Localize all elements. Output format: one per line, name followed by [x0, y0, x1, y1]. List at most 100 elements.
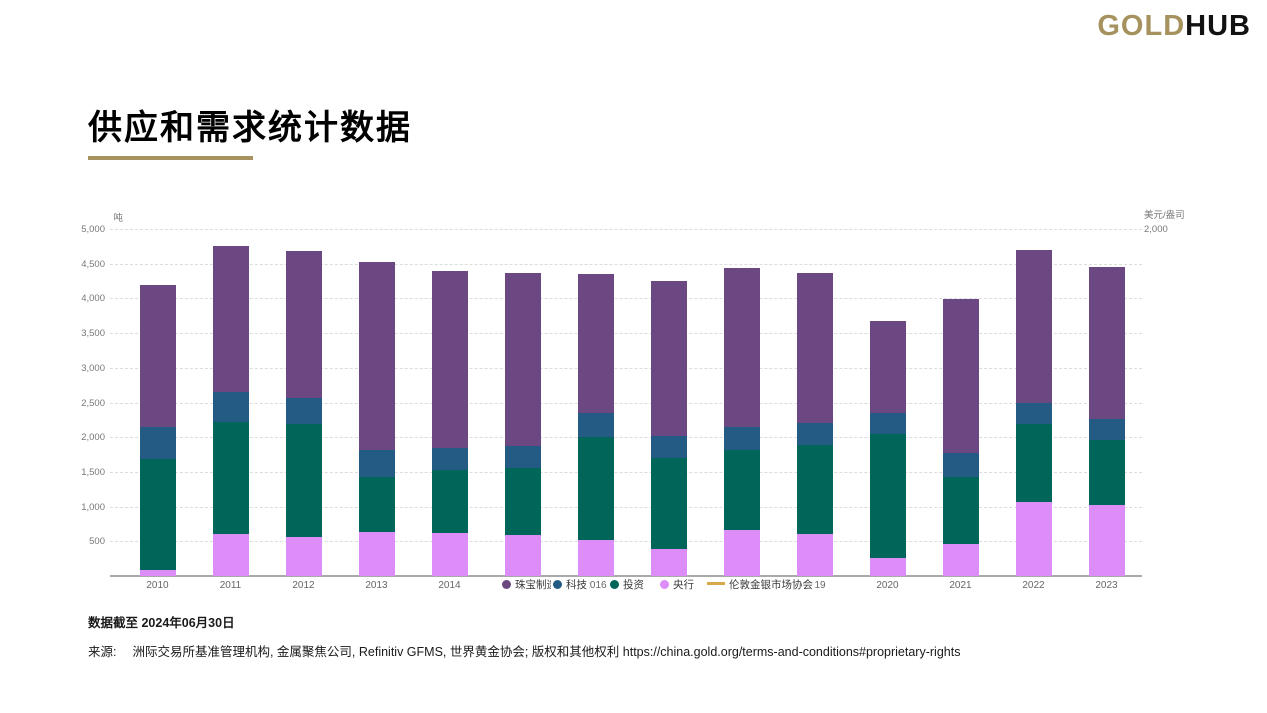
bar-segment-珠宝制造[interactable]	[796, 273, 833, 423]
bar-segment-央行[interactable]	[650, 548, 687, 576]
page-title: 供应和需求统计数据	[88, 109, 412, 147]
x-axis-label: 2016	[584, 580, 607, 591]
data-as-of-note: 数据截至 2024年06月30日	[88, 616, 235, 630]
legend-dot-icon	[610, 580, 619, 589]
bar-segment-投资[interactable]	[358, 477, 395, 533]
bar-segment-科技[interactable]	[1015, 402, 1052, 424]
x-axis-label: 2020	[876, 580, 899, 591]
bar-segment-科技[interactable]	[869, 412, 906, 435]
left-axis-tick-label: 1,500	[81, 466, 105, 478]
bar-segment-珠宝制造[interactable]	[1088, 267, 1125, 420]
gridline	[110, 402, 1142, 404]
gridline	[110, 229, 1142, 230]
legend-item-央行[interactable]: 央行	[658, 577, 696, 591]
logo-gold-text: GOLD	[1097, 10, 1186, 42]
bar-segment-珠宝制造[interactable]	[650, 281, 687, 437]
left-axis-tick-label: 500	[89, 536, 105, 548]
bar-segment-珠宝制造[interactable]	[139, 284, 176, 428]
bar-segment-珠宝制造[interactable]	[869, 320, 906, 413]
bar-segment-投资[interactable]	[431, 469, 468, 533]
gridline	[110, 367, 1142, 369]
bar-segment-珠宝制造[interactable]	[942, 299, 979, 454]
bar-segment-珠宝制造[interactable]	[723, 267, 760, 427]
x-axis-label: 2022	[1022, 580, 1045, 591]
bar-segment-央行[interactable]	[212, 534, 249, 576]
bar-segment-珠宝制造[interactable]	[431, 270, 468, 448]
bar-segment-投资[interactable]	[577, 437, 614, 540]
bar-segment-珠宝制造[interactable]	[212, 246, 249, 393]
bar-segment-投资[interactable]	[942, 477, 979, 545]
bar-segment-投资[interactable]	[1015, 424, 1052, 503]
bar-segment-科技[interactable]	[723, 426, 760, 450]
legend-label: 央行	[673, 579, 694, 591]
bar-segment-央行[interactable]	[869, 557, 906, 576]
left-axis-tick-label: 4,000	[81, 293, 105, 305]
legend-item-伦敦金银市场协会[interactable]: 伦敦金银市场协会	[705, 577, 815, 591]
bar-segment-投资[interactable]	[796, 444, 833, 534]
bar-segment-科技[interactable]	[650, 436, 687, 459]
legend-label: 珠宝制造	[515, 579, 557, 591]
bar-segment-科技[interactable]	[1088, 419, 1125, 440]
legend-label: 投资	[623, 579, 644, 591]
bar-segment-科技[interactable]	[796, 422, 833, 445]
bar-segment-科技[interactable]	[942, 453, 979, 478]
source-text: 洲际交易所基准管理机构, 金属聚焦公司, Refinitiv GFMS, 世界黄…	[132, 645, 961, 659]
x-axis-label: 2011	[219, 580, 242, 591]
bar-segment-科技[interactable]	[212, 392, 249, 422]
legend-item-珠宝制造[interactable]: 珠宝制造	[500, 577, 559, 591]
gridline	[110, 437, 1142, 439]
bar-segment-央行[interactable]	[431, 532, 468, 576]
legend-item-科技[interactable]: 科技	[551, 577, 589, 591]
bar-segment-央行[interactable]	[723, 529, 760, 576]
bar-segment-投资[interactable]	[869, 434, 906, 558]
bar-segment-央行[interactable]	[358, 532, 395, 576]
bar-segment-科技[interactable]	[577, 413, 614, 438]
bar-segment-投资[interactable]	[1088, 439, 1125, 505]
legend-item-投资[interactable]: 投资	[608, 577, 646, 591]
bar-segment-投资[interactable]	[723, 449, 760, 530]
left-axis-tick-label: 3,500	[81, 328, 105, 340]
legend-label: 科技	[566, 579, 587, 591]
left-axis-tick-label: 5,000	[81, 224, 105, 235]
bar-segment-央行[interactable]	[285, 537, 322, 576]
bar-segment-央行[interactable]	[1015, 502, 1052, 576]
bar-segment-珠宝制造[interactable]	[285, 250, 322, 398]
bar-segment-央行[interactable]	[577, 539, 614, 576]
x-axis-label: 2021	[949, 580, 972, 591]
bar-segment-珠宝制造[interactable]	[504, 273, 541, 447]
logo-hub-text: HUB	[1185, 10, 1251, 42]
bar-segment-央行[interactable]	[796, 534, 833, 576]
bar-segment-珠宝制造[interactable]	[577, 274, 614, 414]
bar-segment-央行[interactable]	[504, 535, 541, 576]
bar-segment-央行[interactable]	[1088, 504, 1125, 576]
bar-segment-投资[interactable]	[212, 421, 249, 535]
bar-segment-科技[interactable]	[139, 427, 176, 459]
bar-segment-科技[interactable]	[431, 447, 468, 470]
gridline	[110, 541, 1142, 543]
bar-segment-央行[interactable]	[139, 569, 176, 576]
x-axis-label: 2012	[292, 580, 315, 591]
bar-segment-投资[interactable]	[139, 458, 176, 570]
bar-segment-珠宝制造[interactable]	[358, 261, 395, 451]
bar-segment-投资[interactable]	[504, 468, 541, 536]
gridline	[110, 333, 1142, 335]
gridline	[110, 506, 1142, 508]
bar-segment-科技[interactable]	[358, 450, 395, 478]
bar-segment-科技[interactable]	[504, 446, 541, 469]
left-axis-tick-label: 4,500	[81, 258, 105, 270]
legend-line-icon	[707, 582, 725, 585]
goldhub-logo: GOLDHUB	[1097, 10, 1251, 43]
gridline	[110, 471, 1142, 473]
bar-segment-珠宝制造[interactable]	[1015, 249, 1052, 403]
bar-segment-科技[interactable]	[285, 397, 322, 424]
bar-segment-投资[interactable]	[650, 458, 687, 549]
source-label: 来源:	[88, 645, 117, 659]
left-axis-unit: 吨	[113, 213, 123, 224]
bar-segment-投资[interactable]	[285, 424, 322, 538]
bar-segment-央行[interactable]	[942, 544, 979, 576]
gridline	[110, 298, 1142, 300]
legend-dot-icon	[502, 580, 511, 589]
